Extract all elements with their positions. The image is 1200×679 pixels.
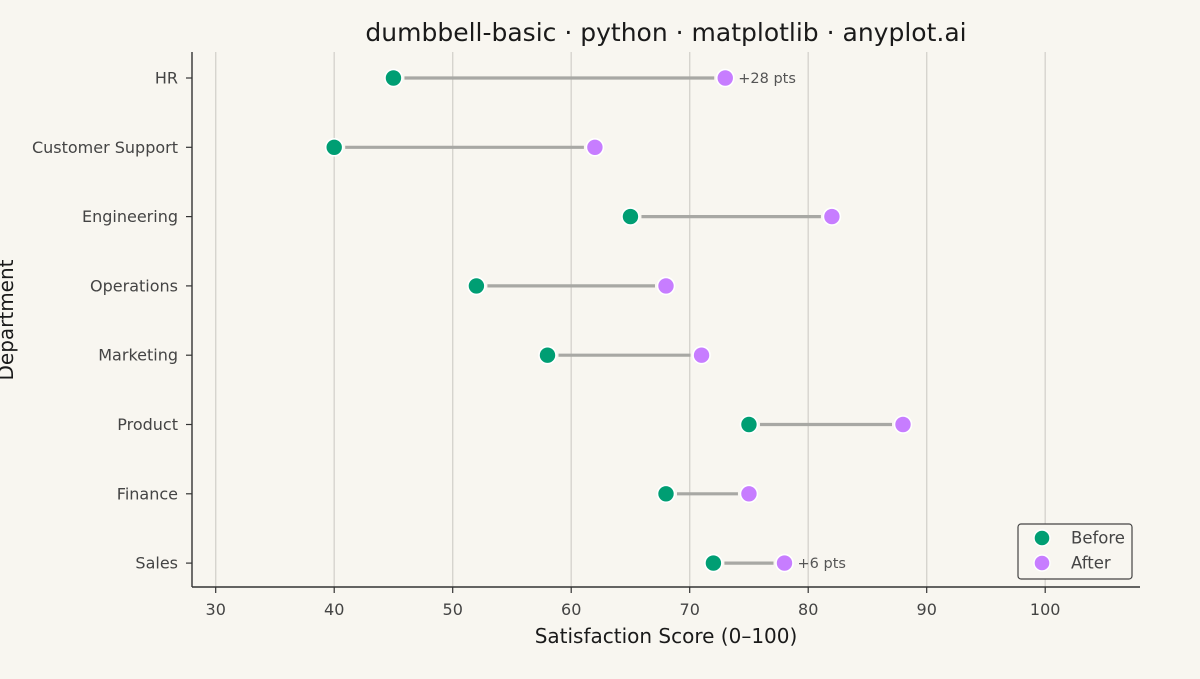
- y-tick-label: Customer Support: [32, 138, 178, 157]
- x-tick-label: 100: [1030, 600, 1061, 619]
- y-tick-label: Marketing: [98, 346, 178, 365]
- dot-layer: [324, 68, 913, 573]
- y-tick-label: HR: [155, 69, 178, 88]
- y-axis-label: Department: [0, 259, 18, 380]
- x-tick-label: 70: [680, 600, 700, 619]
- y-tick-label: Sales: [135, 554, 178, 573]
- after-point: [775, 553, 794, 573]
- before-point: [656, 484, 676, 504]
- x-tick-label: 40: [324, 600, 344, 619]
- legend: Before After: [1017, 523, 1133, 580]
- y-tick-label: Operations: [90, 276, 178, 295]
- before-point: [538, 345, 557, 365]
- x-tick-label: 30: [206, 600, 226, 619]
- after-point: [893, 415, 913, 434]
- after-point: [715, 68, 735, 88]
- before-point: [739, 415, 759, 434]
- legend-label-after: After: [1071, 554, 1111, 573]
- before-point: [467, 276, 486, 296]
- x-tick-label: 80: [798, 600, 818, 619]
- chart-title: dumbbell-basic · python · matplotlib · a…: [365, 18, 966, 47]
- legend-marker-before: [1033, 529, 1051, 547]
- y-tick-label: Finance: [117, 484, 178, 503]
- after-point: [656, 276, 676, 296]
- legend-label-before: Before: [1071, 529, 1125, 548]
- axes-layer: 30 40 50 60 70 80 90 100 HR Customer Support Engin…: [32, 52, 1140, 619]
- after-point: [692, 345, 711, 365]
- x-axis-label: Satisfaction Score (0–100): [535, 624, 798, 648]
- y-tick-label: Engineering: [82, 207, 178, 226]
- before-point: [324, 138, 344, 157]
- connector-layer: [345, 76, 892, 565]
- legend-marker-after: [1033, 554, 1051, 572]
- x-tick-label: 90: [917, 600, 937, 619]
- annotation-layer: +28 pts +6 pts: [738, 71, 846, 572]
- before-point: [704, 553, 723, 573]
- change-annotation: +6 pts: [798, 556, 846, 572]
- after-point: [585, 138, 605, 157]
- change-annotation: +28 pts: [738, 71, 796, 87]
- after-point: [739, 484, 759, 504]
- before-point: [384, 68, 403, 88]
- y-tick-label: Product: [117, 415, 178, 434]
- x-tick-label: 60: [561, 600, 581, 619]
- before-point: [621, 207, 640, 226]
- after-point: [822, 207, 842, 226]
- x-tick-label: 50: [443, 600, 463, 619]
